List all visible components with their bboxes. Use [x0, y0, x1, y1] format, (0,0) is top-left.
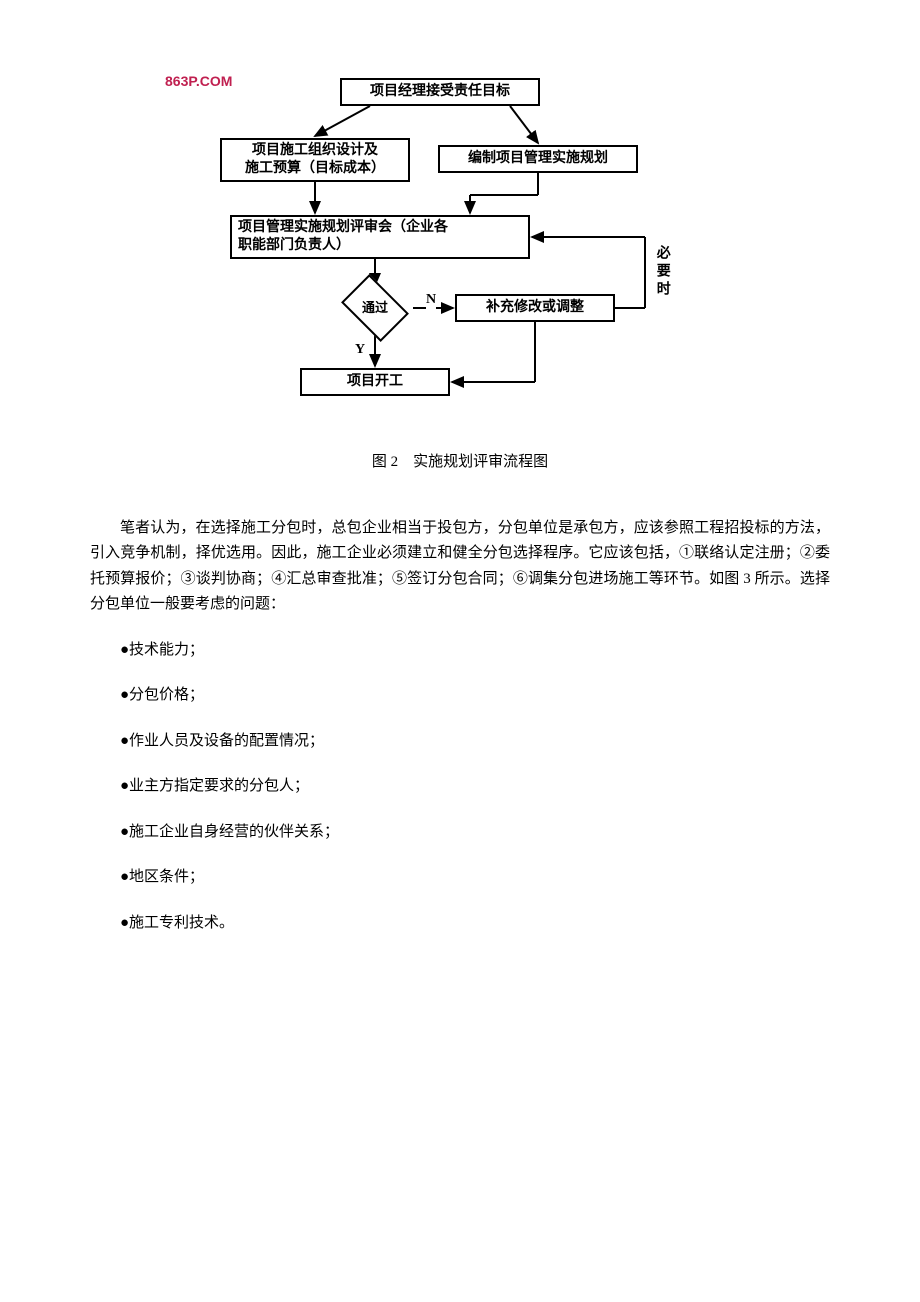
- list-item: ●技术能力；: [90, 638, 830, 664]
- edge-label-side: 必要时: [650, 245, 674, 299]
- node-compile-plan: 编制项目管理实施规划: [438, 145, 638, 173]
- edge-label-no: N: [426, 288, 436, 312]
- list-item: ●地区条件；: [90, 865, 830, 891]
- body-paragraph: 笔者认为，在选择施工分包时，总包企业相当于投包方，分包单位是承包方，应该参照工程…: [90, 516, 830, 618]
- node-start: 项目开工: [300, 368, 450, 396]
- list-item: ●施工专利技术。: [90, 911, 830, 937]
- figure-caption: 图 2 实施规划评审流程图: [90, 450, 830, 476]
- list-item: ●分包价格；: [90, 683, 830, 709]
- list-item: ●施工企业自身经营的伙伴关系；: [90, 820, 830, 846]
- list-item: ●业主方指定要求的分包人；: [90, 774, 830, 800]
- node-revise: 补充修改或调整: [455, 294, 615, 322]
- flowchart-figure: 863P.COM 项目经理接受责任目标 项目施工组织设计及 施工预算（目: [170, 60, 670, 430]
- edge-label-yes: Y: [355, 338, 365, 362]
- node-design-budget: 项目施工组织设计及 施工预算（目标成本）: [220, 138, 410, 182]
- list-item: ●作业人员及设备的配置情况；: [90, 729, 830, 755]
- node-review-meeting: 项目管理实施规划评审会（企业各 职能部门负责人）: [230, 215, 530, 259]
- watermark-text: 863P.COM: [165, 70, 232, 94]
- node-accept-target: 项目经理接受责任目标: [340, 78, 540, 106]
- node-decision-pass: 通过: [337, 288, 413, 328]
